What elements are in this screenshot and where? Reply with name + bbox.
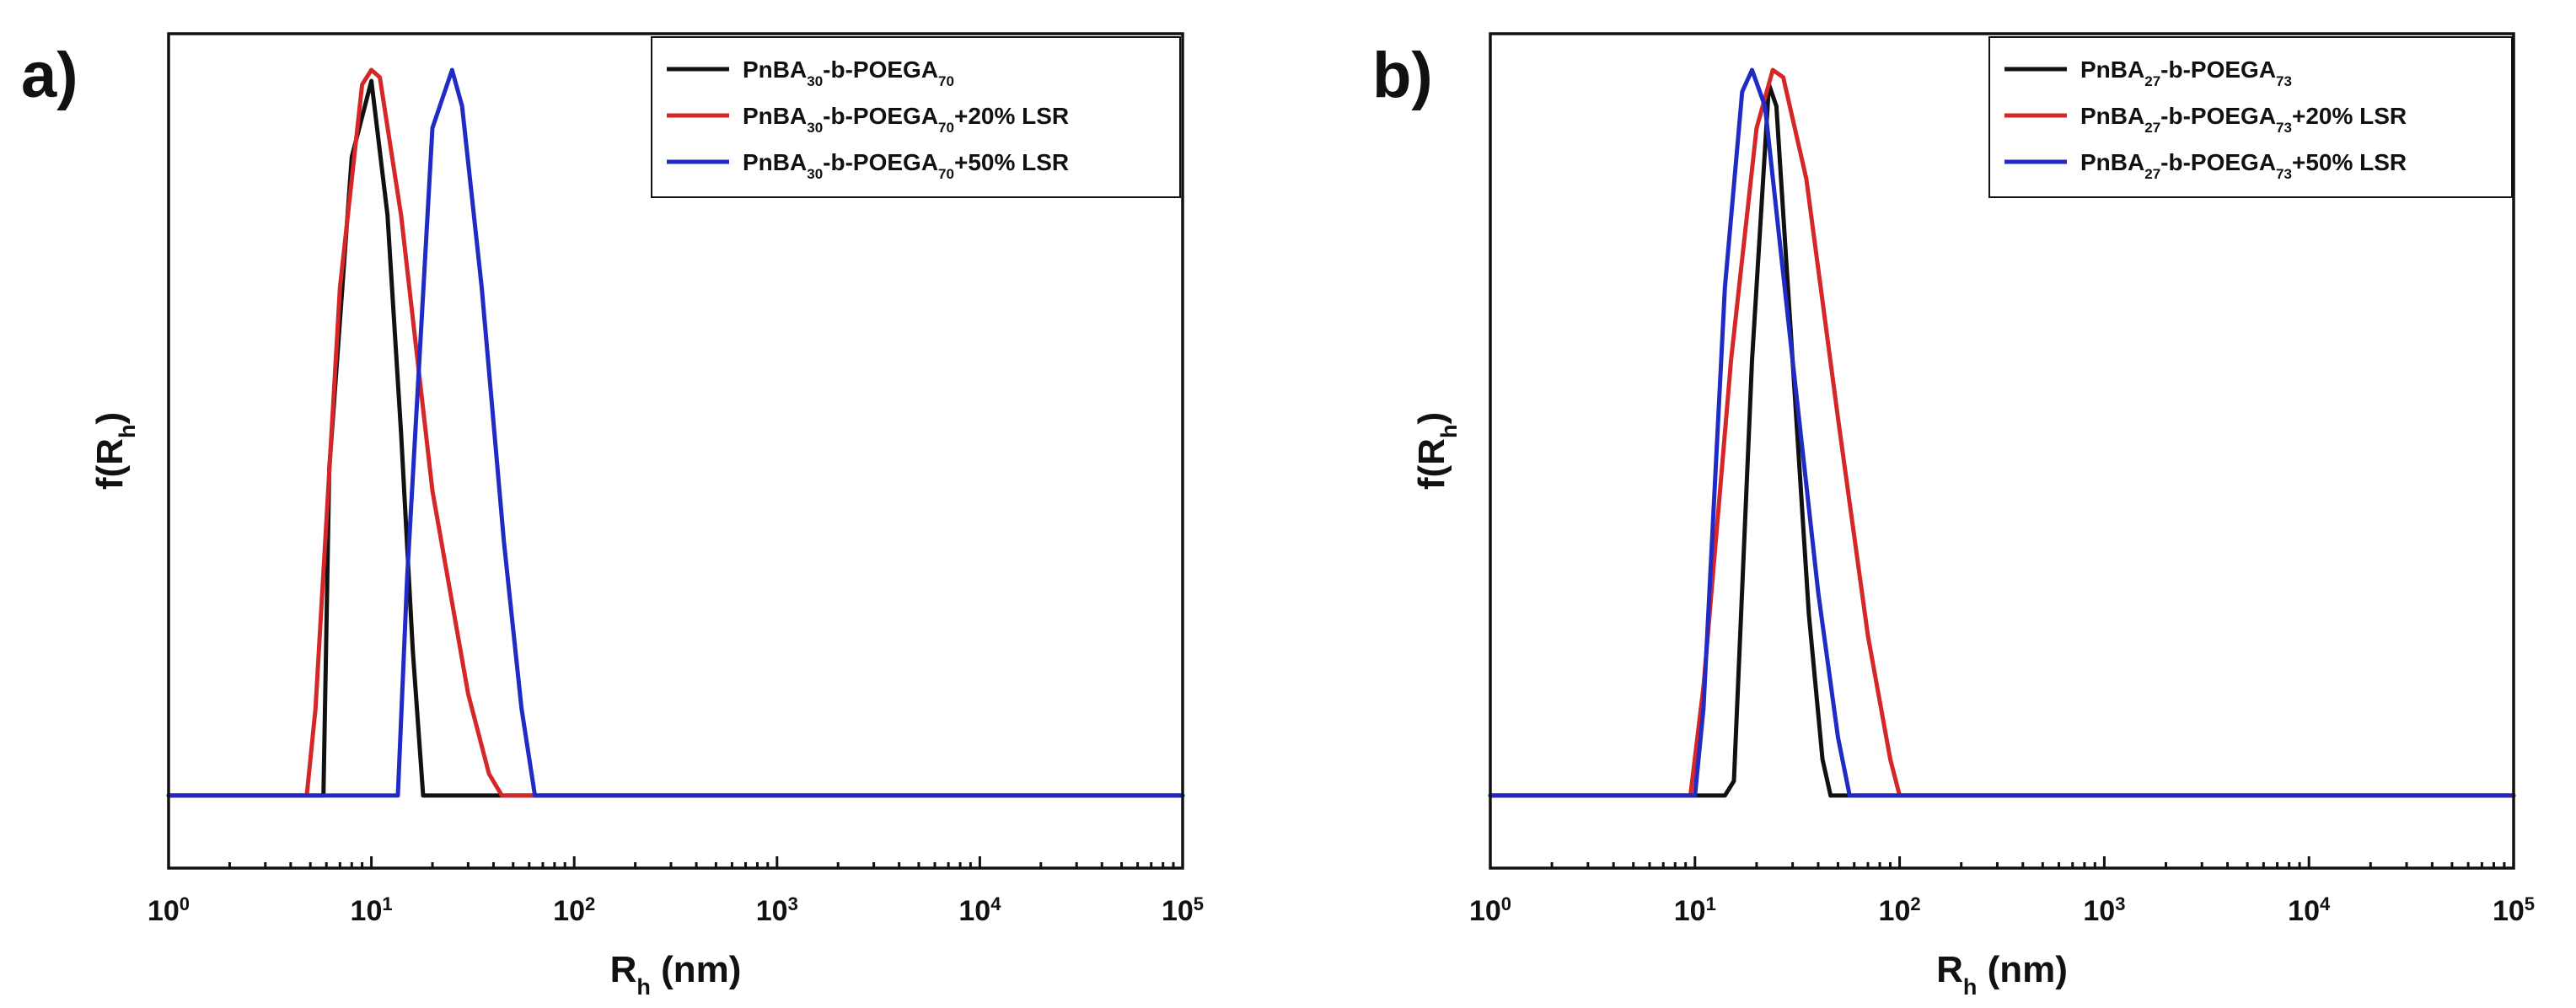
y-axis-title: f(Rh) bbox=[1411, 412, 1462, 490]
plot-frame bbox=[1489, 32, 2515, 870]
x-tick-label: 104 bbox=[958, 893, 1001, 928]
x-axis-title: Rh (nm) bbox=[610, 949, 742, 1000]
x-tick-label: 102 bbox=[553, 893, 595, 928]
x-tick-label: 105 bbox=[2493, 893, 2535, 928]
chart-panel-b: b) 100 101 102 103 104 105 Rh (nm) f(Rh) PnBA27-b… bbox=[1372, 32, 2535, 1000]
legend-label-1: PnBA30-b-POEGA70 bbox=[743, 56, 954, 89]
series-line-2 bbox=[166, 67, 1185, 798]
legend-label-2: PnBA30-b-POEGA70+20% LSR bbox=[743, 103, 1069, 136]
legend-label-1: PnBA27-b-POEGA73 bbox=[2080, 56, 2292, 89]
chart-panel-a: a) 100 101 102 103 104 105 Rh (nm) f(Rh) PnBA30-b… bbox=[21, 32, 1204, 1000]
x-tick-label: 100 bbox=[148, 893, 190, 928]
x-tick-label: 105 bbox=[1162, 893, 1204, 928]
legend-label-2: PnBA27-b-POEGA73+20% LSR bbox=[2080, 103, 2407, 136]
plot-frame bbox=[167, 32, 1184, 870]
x-tick-label: 101 bbox=[1674, 893, 1716, 928]
x-tick-label: 100 bbox=[1469, 893, 1511, 928]
x-tick-label: 104 bbox=[2288, 893, 2331, 928]
x-tick-label: 101 bbox=[351, 893, 393, 928]
y-axis-title: f(Rh) bbox=[89, 412, 140, 490]
series-line-1 bbox=[1488, 82, 2516, 798]
series-line-3 bbox=[1488, 67, 2516, 798]
x-tick-label: 103 bbox=[2083, 893, 2125, 928]
legend-box bbox=[651, 36, 1181, 198]
x-axis-title: Rh (nm) bbox=[1936, 949, 2068, 1000]
legend: PnBA27-b-POEGA73 PnBA27-b-POEGA73+20% LSR… bbox=[1988, 36, 2513, 198]
series-line-3 bbox=[166, 67, 1185, 798]
panel-label: a) bbox=[21, 40, 78, 111]
x-tick-label: 102 bbox=[1879, 893, 1921, 928]
legend-label-3: PnBA30-b-POEGA70+50% LSR bbox=[743, 149, 1069, 182]
panel-label: b) bbox=[1372, 40, 1433, 111]
x-tick-label: 103 bbox=[756, 893, 798, 928]
legend-box bbox=[1988, 36, 2513, 198]
legend-label-3: PnBA27-b-POEGA73+50% LSR bbox=[2080, 149, 2407, 182]
legend: PnBA30-b-POEGA70 PnBA30-b-POEGA70+20% LSR… bbox=[651, 36, 1181, 198]
series-line-1 bbox=[166, 78, 1185, 798]
